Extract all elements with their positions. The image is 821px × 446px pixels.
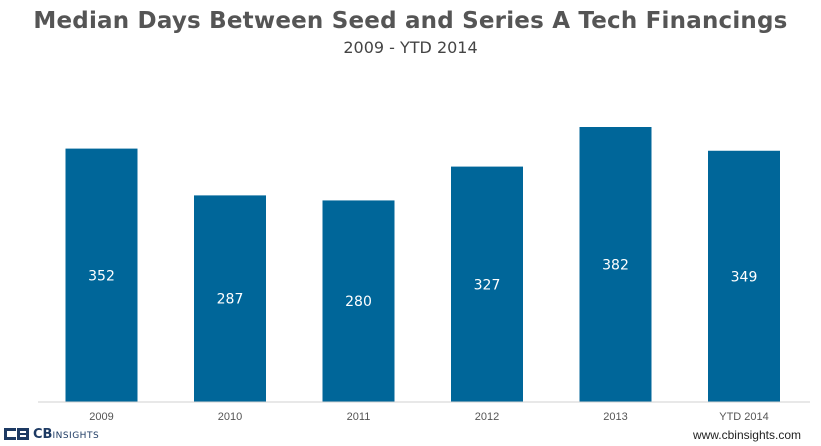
footer-url: www.cbinsights.com — [692, 428, 801, 442]
data-label: 287 — [217, 292, 244, 308]
bar-2013 — [579, 127, 652, 402]
data-label: 327 — [474, 277, 501, 293]
x-tick-label: 2010 — [218, 411, 242, 423]
x-tick-label: 2011 — [347, 411, 371, 423]
data-label: 382 — [602, 258, 629, 274]
cb-logo-icon — [4, 427, 30, 441]
data-label: 352 — [88, 268, 115, 284]
x-tick-labels-group: 2009 2010 2011 2012 2013 YTD 2014 — [89, 411, 769, 423]
data-label: 280 — [345, 294, 372, 310]
x-tick-label: 2013 — [603, 411, 627, 423]
cb-insights-logo: CBINSIGHTS — [4, 426, 99, 442]
data-label: 349 — [731, 269, 758, 285]
bar-2011 — [322, 200, 395, 402]
logo-text: CBINSIGHTS — [33, 426, 100, 442]
x-tick-label: 2009 — [89, 411, 113, 423]
bars-group: 352 287 280 327 382 349 — [65, 127, 780, 402]
bar-ytd-2014 — [708, 150, 780, 402]
x-tick-label: YTD 2014 — [719, 411, 769, 423]
bar-2010 — [194, 195, 266, 402]
x-tick-label: 2012 — [475, 411, 499, 423]
bar-2009 — [65, 148, 138, 402]
bar-2012 — [451, 166, 523, 402]
chart-title: Median Days Between Seed and Series A Te… — [33, 8, 788, 34]
chart-subtitle: 2009 - YTD 2014 — [343, 38, 478, 57]
